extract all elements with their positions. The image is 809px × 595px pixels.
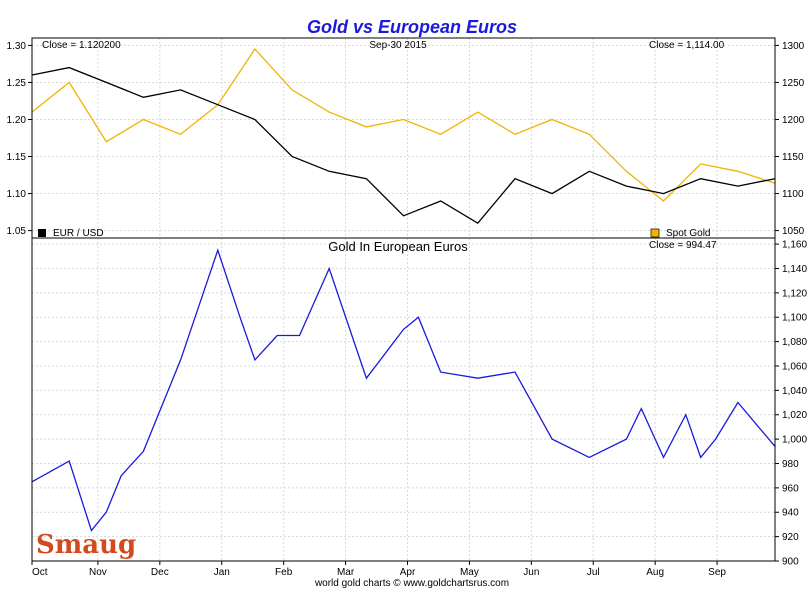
x-tick-label: Oct — [32, 567, 48, 578]
upper-right-tick-label: 1100 — [782, 189, 804, 200]
x-tick-label: Mar — [337, 567, 355, 578]
lower-right-tick-label: 1,120 — [782, 288, 807, 299]
x-tick-label: Jan — [214, 567, 230, 578]
lower-right-tick-label: 920 — [782, 532, 799, 543]
upper-left-axis: 1.30 1.25 1.20 1.15 1.10 1.05 — [7, 41, 32, 237]
footer-credit: world gold charts © www.goldchartsrus.co… — [314, 578, 509, 589]
upper-right-tick-label: 1150 — [782, 152, 804, 163]
x-axis: Oct Nov Dec Jan Feb Mar Apr May Jun Jul Aug Sep — [31, 561, 726, 578]
smaug-logo: Smaug — [36, 530, 136, 560]
upper-left-tick-label: 1.20 — [7, 115, 27, 126]
upper-left-close: Close = 1.120200 — [42, 40, 121, 51]
upper-right-tick-label: 1050 — [782, 226, 805, 237]
upper-left-tick-label: 1.25 — [7, 78, 27, 89]
upper-right-tick-label: 1200 — [782, 115, 805, 126]
legend-eur-usd-swatch — [38, 229, 46, 237]
lower-right-tick-label: 1,160 — [782, 240, 807, 251]
series-eur-usd — [31, 66, 776, 225]
lower-plot-frame — [31, 237, 776, 562]
series-gold-in-euros — [31, 248, 776, 532]
upper-left-tick-label: 1.10 — [7, 189, 27, 200]
lower-right-axis: 1,160 1,140 1,120 1,100 1,080 1,060 1,040 1,020… — [775, 240, 807, 568]
x-tick-label: Nov — [89, 567, 107, 578]
x-tick-label: Jul — [587, 567, 600, 578]
x-tick-label: Feb — [275, 567, 293, 578]
x-tick-label: Aug — [646, 567, 664, 578]
upper-left-tick-label: 1.05 — [7, 226, 27, 237]
lower-right-tick-label: 1,060 — [782, 361, 807, 372]
upper-left-tick-label: 1.15 — [7, 152, 27, 163]
legend-spot-gold-swatch — [650, 228, 660, 238]
upper-right-axis: 1300 1250 1200 1150 1100 1050 — [775, 41, 805, 237]
legend-spot-gold: Spot Gold — [666, 228, 710, 239]
x-tick-label: Sep — [708, 567, 726, 578]
lower-gridlines — [32, 243, 775, 562]
upper-left-tick-label: 1.30 — [7, 41, 27, 52]
lower-right-tick-label: 1,080 — [782, 337, 807, 348]
upper-gridlines — [31, 38, 775, 561]
x-tick-label: Dec — [151, 567, 169, 578]
lower-right-tick-label: 1,000 — [782, 435, 807, 446]
lower-right-tick-label: 900 — [782, 557, 799, 568]
lower-right-tick-label: 1,020 — [782, 410, 807, 421]
upper-right-close: Close = 1,114.00 — [649, 40, 725, 51]
lower-right-tick-label: 1,040 — [782, 386, 807, 397]
upper-date-label: Sep-30 2015 — [369, 40, 427, 51]
lower-right-tick-label: 1,100 — [782, 313, 807, 324]
legend-eur-usd: EUR / USD — [53, 228, 104, 239]
upper-right-tick-label: 1300 — [782, 41, 805, 52]
x-tick-label: Jun — [523, 567, 539, 578]
upper-plot-frame — [31, 37, 776, 239]
x-tick-label: May — [460, 567, 479, 578]
chart-title: Gold vs European Euros — [307, 17, 517, 37]
lower-panel: 1,160 1,140 1,120 1,100 1,080 1,060 1,040 1,020… — [31, 237, 807, 568]
lower-right-tick-label: 980 — [782, 459, 799, 470]
logo-text: Smaug — [36, 530, 136, 560]
x-tick-label: Apr — [400, 567, 416, 578]
lower-right-tick-label: 1,140 — [782, 264, 807, 275]
lower-close: Close = 994.47 — [649, 240, 717, 251]
lower-right-tick-label: 940 — [782, 508, 799, 519]
series-spot-gold — [31, 48, 776, 202]
upper-right-tick-label: 1250 — [782, 78, 805, 89]
upper-panel: 1.30 1.25 1.20 1.15 1.10 1.05 1300 1250 1200 115… — [7, 37, 805, 561]
lower-panel-title: Gold In European Euros — [328, 239, 468, 254]
lower-right-tick-label: 960 — [782, 483, 799, 494]
